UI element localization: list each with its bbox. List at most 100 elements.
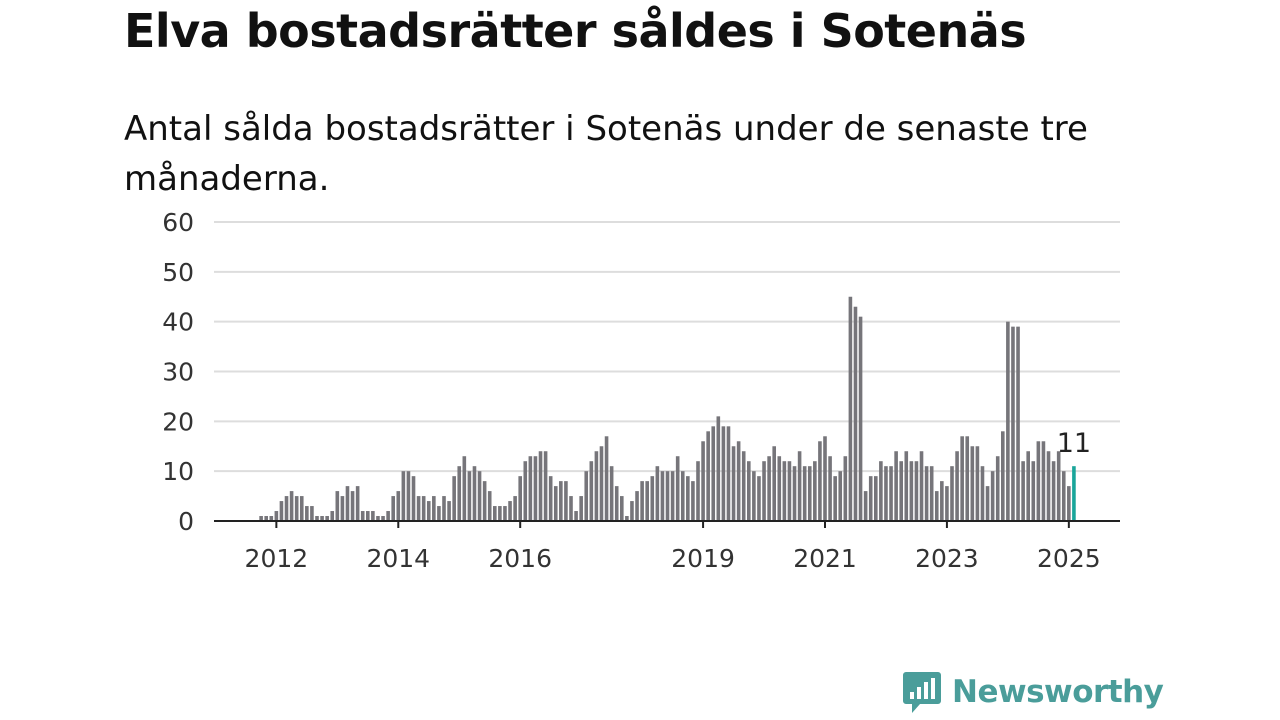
bar bbox=[934, 491, 939, 521]
bar bbox=[340, 496, 345, 521]
y-tick-label: 10 bbox=[162, 457, 194, 486]
bar bbox=[1021, 461, 1025, 521]
bar bbox=[279, 501, 284, 521]
bar bbox=[858, 316, 863, 521]
bar bbox=[452, 476, 456, 521]
bar bbox=[269, 516, 274, 521]
x-tick-label: 2014 bbox=[366, 544, 430, 573]
bar bbox=[767, 456, 771, 521]
y-tick-label: 20 bbox=[162, 407, 194, 436]
bar-latest bbox=[1072, 466, 1076, 521]
bar bbox=[274, 511, 279, 521]
bar bbox=[325, 516, 329, 521]
bar bbox=[655, 466, 660, 521]
bar bbox=[462, 456, 467, 521]
bar bbox=[940, 481, 944, 521]
bar bbox=[320, 516, 324, 521]
bar bbox=[1031, 461, 1036, 521]
bar bbox=[686, 476, 690, 521]
bar bbox=[543, 451, 548, 521]
bar bbox=[879, 461, 883, 521]
bar bbox=[726, 426, 731, 521]
bar bbox=[1061, 471, 1066, 521]
newsworthy-logo-icon bbox=[903, 672, 941, 713]
bar bbox=[406, 471, 411, 521]
bar bbox=[747, 461, 751, 521]
bar bbox=[386, 511, 390, 521]
bar bbox=[1056, 451, 1061, 521]
bar bbox=[518, 476, 522, 521]
bar bbox=[350, 491, 355, 521]
bar bbox=[995, 456, 1000, 521]
bar bbox=[645, 481, 649, 521]
x-tick-label: 2021 bbox=[793, 544, 857, 573]
bar bbox=[589, 461, 594, 521]
bar bbox=[924, 466, 929, 521]
bar bbox=[457, 466, 462, 521]
y-tick-label: 50 bbox=[162, 258, 194, 287]
bar bbox=[310, 506, 314, 521]
bar bbox=[665, 471, 670, 521]
bar bbox=[416, 496, 421, 521]
x-tick-label: 2025 bbox=[1037, 544, 1101, 573]
bar bbox=[355, 486, 360, 521]
bar bbox=[741, 451, 746, 521]
bar bbox=[752, 471, 756, 521]
bar bbox=[843, 456, 848, 521]
bar bbox=[472, 466, 477, 521]
bar bbox=[604, 436, 609, 521]
bar bbox=[533, 456, 538, 521]
bar bbox=[1006, 321, 1010, 521]
bar bbox=[965, 436, 970, 521]
bar bbox=[782, 461, 787, 521]
bar bbox=[970, 446, 975, 521]
bar bbox=[863, 491, 868, 521]
bar bbox=[264, 516, 268, 521]
bar bbox=[874, 476, 878, 521]
bar bbox=[731, 446, 736, 521]
bar bbox=[335, 491, 340, 521]
bar bbox=[614, 486, 619, 521]
bar bbox=[955, 451, 959, 521]
bar bbox=[482, 481, 487, 521]
bar bbox=[701, 441, 705, 521]
bar bbox=[990, 471, 995, 521]
bar bbox=[680, 471, 685, 521]
x-tick-label: 2019 bbox=[671, 544, 735, 573]
bar bbox=[508, 501, 512, 521]
bar bbox=[757, 476, 761, 521]
bar bbox=[736, 441, 741, 521]
bar bbox=[493, 506, 497, 521]
chart-title: Elva bostadsrätter såldes i Sotenäs bbox=[124, 4, 1027, 58]
bar bbox=[594, 451, 599, 521]
x-tick-label: 2023 bbox=[915, 544, 979, 573]
bar bbox=[904, 451, 909, 521]
bar bbox=[1016, 326, 1020, 521]
bar bbox=[330, 511, 335, 521]
bar bbox=[802, 466, 807, 521]
bar bbox=[401, 471, 406, 521]
bar bbox=[579, 496, 583, 521]
bar bbox=[259, 516, 263, 521]
bar bbox=[706, 431, 710, 521]
bar bbox=[777, 456, 782, 521]
bar bbox=[305, 506, 309, 521]
bar bbox=[797, 451, 802, 521]
bar bbox=[437, 506, 441, 521]
bar bbox=[1001, 431, 1005, 521]
y-tick-label: 30 bbox=[162, 358, 194, 387]
bar bbox=[670, 471, 675, 521]
bar bbox=[630, 501, 634, 521]
bar bbox=[894, 451, 898, 521]
bar bbox=[315, 516, 319, 521]
bar bbox=[294, 496, 299, 521]
bar bbox=[884, 466, 888, 521]
bar bbox=[513, 496, 517, 521]
bar bbox=[909, 461, 914, 521]
bar bbox=[477, 471, 482, 521]
bar bbox=[868, 476, 873, 521]
bar bbox=[447, 501, 451, 521]
bar bbox=[833, 476, 837, 521]
bar bbox=[345, 486, 350, 521]
